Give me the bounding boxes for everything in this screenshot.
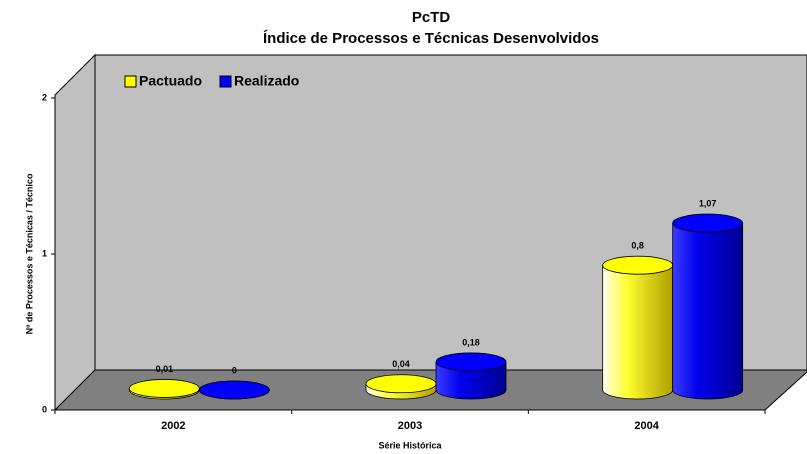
x-tick-label: 2004 <box>634 420 659 432</box>
bar <box>602 255 674 400</box>
y-tick-label: 1 <box>42 248 47 258</box>
x-tick-label: 2002 <box>161 420 185 432</box>
value-label: 0,01 <box>156 364 174 374</box>
x-axis-label: Série Histórica <box>378 440 442 450</box>
value-label: 0,8 <box>631 241 644 251</box>
bar <box>672 213 744 400</box>
y-axis-label: Nº de Processos e Técnicas / Técnico <box>24 173 34 334</box>
bar <box>365 374 437 400</box>
bar <box>198 380 270 400</box>
value-label: 0,04 <box>392 359 410 369</box>
bar-body <box>672 223 743 390</box>
bar <box>128 379 200 400</box>
value-label: 0 <box>232 365 237 375</box>
value-label: 0,18 <box>462 337 480 347</box>
y-tick-label: 0 <box>42 404 47 414</box>
bar-top <box>128 379 200 398</box>
legend-label: Realizado <box>234 73 299 89</box>
chart-subtitle: Índice de Processos e Técnicas Desenvolv… <box>263 30 599 47</box>
bar-top <box>435 352 507 372</box>
value-label: 1,07 <box>699 198 717 208</box>
chart-title: PcTD <box>412 9 451 26</box>
bar-body <box>602 265 673 390</box>
bar <box>435 352 507 400</box>
side-wall <box>54 53 96 412</box>
bar-top <box>365 374 437 394</box>
bar-top <box>602 255 674 275</box>
y-tick-label: 2 <box>42 92 47 102</box>
bar-top <box>198 380 270 400</box>
legend-label: Pactuado <box>139 73 202 89</box>
x-tick-label: 2003 <box>398 420 422 432</box>
bar-top <box>672 213 744 233</box>
legend-swatch <box>219 75 232 88</box>
legend-swatch <box>124 75 137 88</box>
